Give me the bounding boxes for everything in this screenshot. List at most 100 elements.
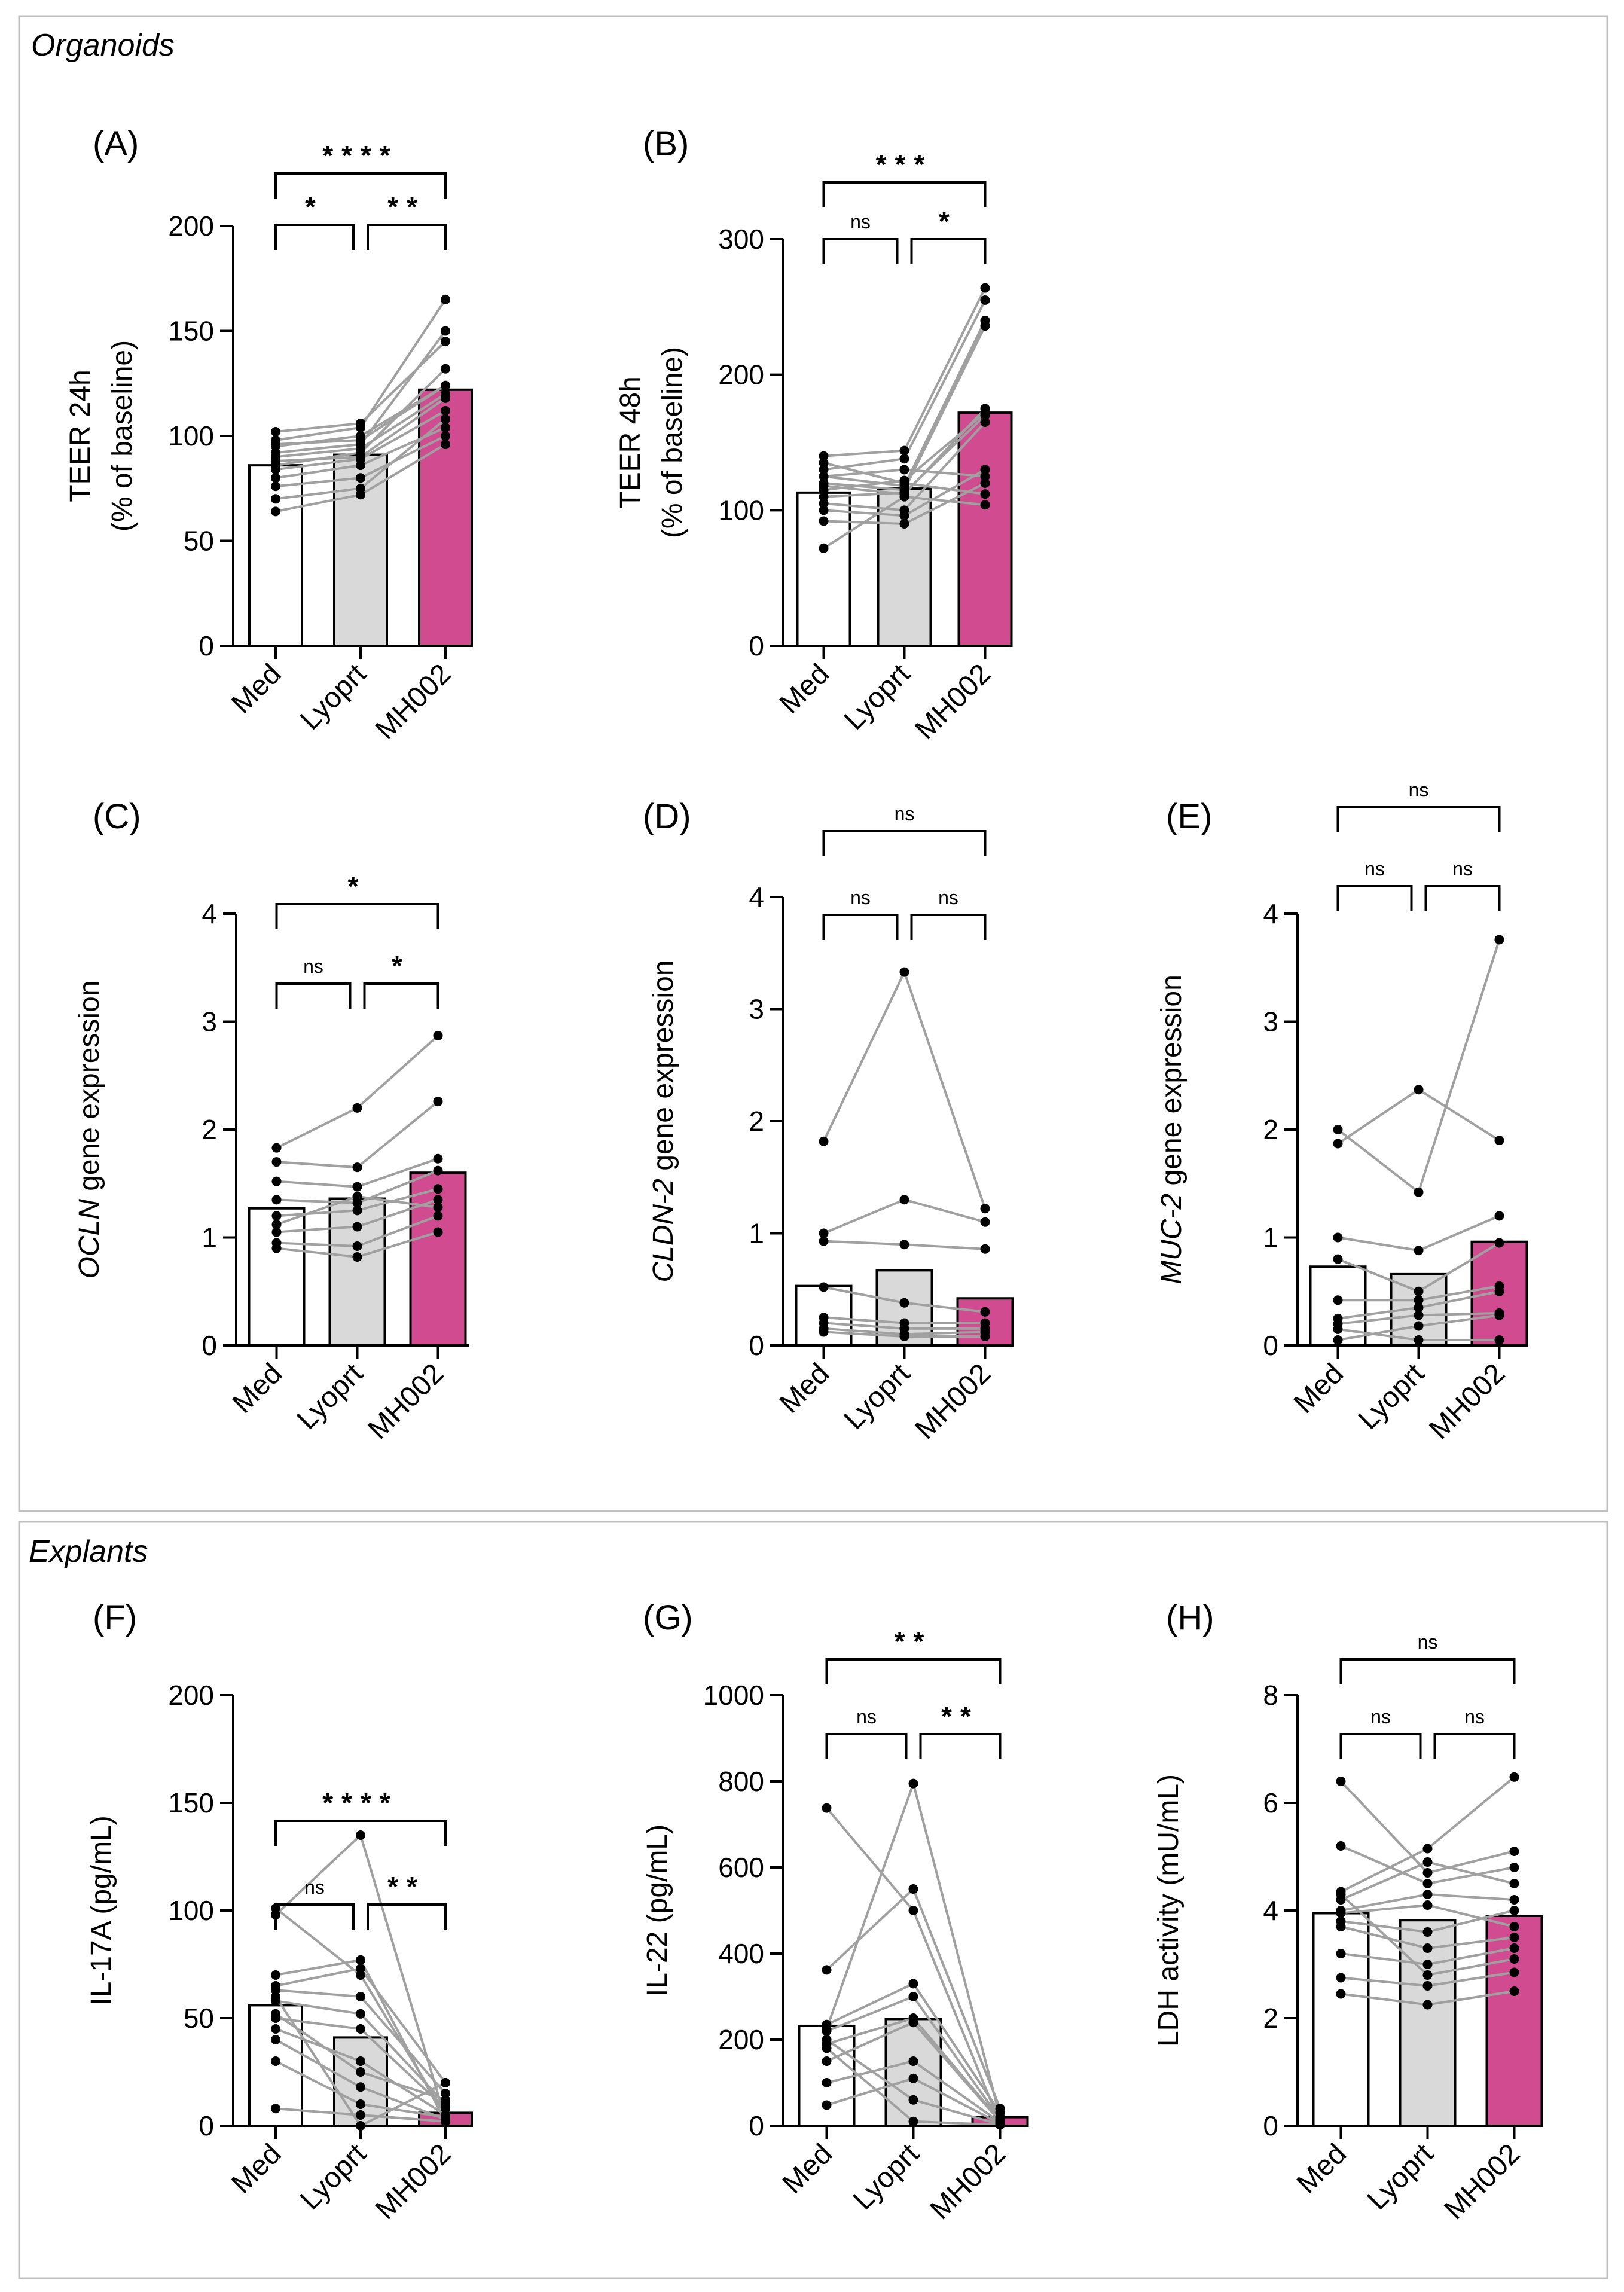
y-tick-label: 100 [718,495,764,526]
data-point [356,483,365,493]
data-point [433,1211,443,1221]
significance-label: ns [1364,858,1385,880]
y-axis-label-part: (% of baseline) [106,340,138,532]
significance-bracket [367,1903,447,1930]
data-point [1509,1943,1519,1953]
panel-label: (G) [643,1598,693,1637]
data-point [433,1202,443,1212]
data-point [441,380,450,390]
y-axis-label: (% of baseline) [657,347,688,538]
data-point [433,1227,443,1237]
data-point [819,499,829,508]
panel-label: (E) [1166,797,1212,836]
data-point [899,967,909,977]
significance-bracket [822,914,899,940]
data-point [899,1195,909,1205]
data-point [980,465,990,475]
data-point [980,1307,990,1317]
data-point [980,408,990,418]
significance-label: **** [322,140,399,171]
significance-bracket [822,830,987,856]
y-tick-label: 50 [184,2003,214,2034]
y-tick-label: 0 [749,2110,764,2141]
data-point [271,494,280,504]
y-tick-label: 2 [749,1106,764,1137]
data-point [352,1191,362,1201]
y-tick-label: 3 [202,1006,217,1037]
significance-bracket [1433,1733,1516,1759]
data-point [356,2082,365,2092]
data-point [819,465,829,475]
y-axis-label-part: CLDN-2 [648,1179,679,1282]
data-point [271,1195,282,1205]
data-point [1422,1868,1433,1878]
data-point [356,473,365,483]
data-point [1333,1324,1343,1334]
significance-label: ns [850,887,871,908]
y-tick-label: 1000 [703,1680,764,1711]
y-axis-label-part: gene expression [74,981,105,1200]
significance-bracket [825,1733,908,1759]
y-tick-label: 4 [1263,1895,1278,1926]
data-point [1494,1286,1504,1296]
y-tick-label: 2 [202,1114,217,1145]
data-point [1494,1238,1504,1248]
data-point [819,1136,829,1146]
data-point [356,448,365,458]
data-point [441,2095,450,2105]
data-point [352,1162,362,1173]
significance-label: ns [895,803,915,825]
data-point [822,2043,832,2053]
data-point [271,1243,282,1253]
data-point [1414,1085,1424,1095]
data-point [441,294,450,304]
y-tick-label: 200 [718,2024,764,2055]
data-point [1336,1908,1346,1918]
data-point [441,405,450,416]
y-tick-label: 200 [718,359,764,390]
y-tick-label: 4 [749,881,764,912]
significance-bracket [910,914,987,940]
data-point [822,1803,832,1813]
significance-bracket [822,238,899,264]
y-tick-label: 3 [1263,1006,1278,1037]
y-tick-label: 0 [199,2110,214,2141]
data-point [433,1030,443,1040]
significance-label: ** [387,191,426,222]
significance-label: * [939,206,958,237]
y-tick-label: 50 [184,526,214,557]
significance-label: * [348,871,367,902]
section-title-organoids: Organoids [31,28,175,63]
data-point [908,1906,918,1915]
data-point [433,1195,443,1205]
data-point [822,2026,832,2036]
y-axis-label-part: LDH activity (mU/mL) [1153,1774,1185,2047]
data-point [271,1992,280,2001]
significance-bracket [274,1903,355,1930]
significance-bracket [919,1733,1002,1759]
data-point [899,1298,909,1308]
data-point [271,2024,280,2034]
data-point [1422,1927,1433,1937]
data-point [980,500,990,510]
data-point [271,452,280,462]
data-point [899,511,909,521]
y-tick-label: 300 [718,224,764,255]
y-axis-label: IL-22 (pg/mL) [642,1824,673,1997]
significance-bracket [274,172,447,199]
data-point [271,1211,282,1221]
data-point [271,1157,282,1167]
data-point [980,321,990,331]
data-point [899,1332,909,1341]
bar-med [1312,1912,1370,2127]
data-point [1494,1335,1504,1345]
data-point [980,1244,990,1254]
significance-bracket [825,1658,1002,1684]
data-point [356,1992,365,2001]
data-point [271,473,280,483]
y-axis-label: IL-17A (pg/mL) [86,1815,117,2005]
data-point [441,337,450,347]
data-point [271,1970,280,1980]
data-point [1422,1857,1433,1867]
data-point [433,1153,443,1164]
